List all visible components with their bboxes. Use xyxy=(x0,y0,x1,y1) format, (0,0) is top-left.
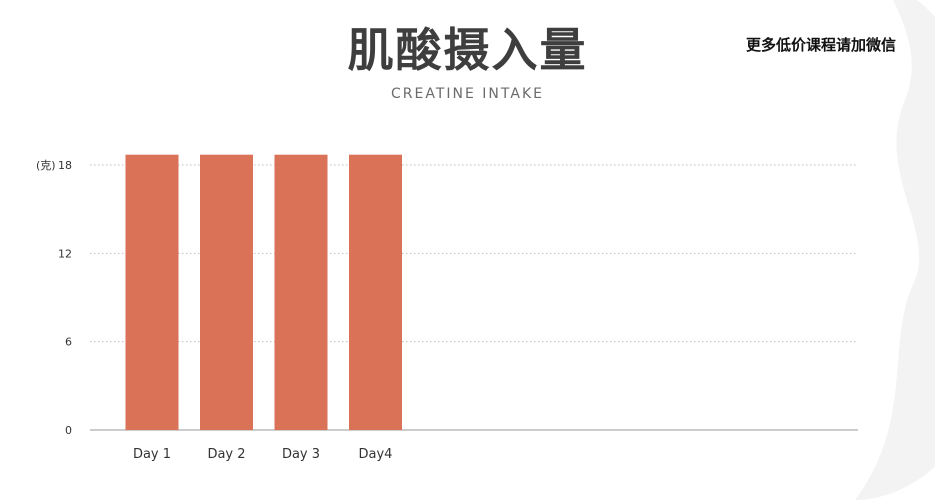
bar xyxy=(274,154,328,430)
bar xyxy=(200,154,253,430)
bar-chart: 0 6 12 18(克) Day 1 Day 2 Day 3 Day4 xyxy=(36,154,858,462)
bar xyxy=(125,154,179,430)
page-subtitle: CREATINE INTAKE xyxy=(391,86,544,102)
page-title: 肌酸摄入量 xyxy=(347,23,588,77)
x-tick-label: Day4 xyxy=(359,447,393,462)
x-tick-label: Day 1 xyxy=(133,447,171,462)
y-tick-label: 12 xyxy=(58,247,72,260)
x-tick-label: Day 3 xyxy=(282,447,320,462)
x-tick-label: Day 2 xyxy=(207,447,245,462)
y-tick-label: 0 xyxy=(65,424,72,437)
bar xyxy=(349,154,402,430)
y-axis-unit-label: (克) xyxy=(36,159,56,172)
y-tick-label: 18 xyxy=(58,159,72,172)
y-tick-label: 6 xyxy=(65,336,72,349)
promo-text: 更多低价课程请加微信 xyxy=(746,36,897,54)
